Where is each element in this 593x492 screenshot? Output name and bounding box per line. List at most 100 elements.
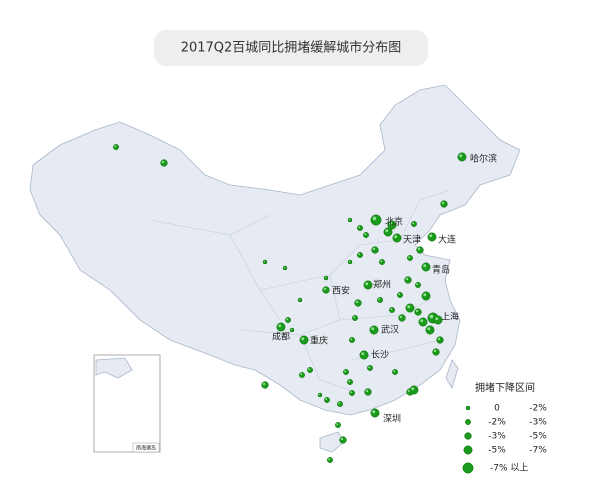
city-dot <box>324 397 330 403</box>
dot-highlight <box>325 398 328 401</box>
hainan <box>319 431 345 453</box>
city-label: 郑州 <box>373 279 391 291</box>
dot-highlight <box>420 319 424 323</box>
dot-highlight <box>427 327 431 331</box>
city-dot <box>297 297 303 303</box>
legend-from: -5% <box>488 446 506 456</box>
city-label: 西安 <box>332 285 350 297</box>
city-dot <box>364 388 372 396</box>
legend-from: -3% <box>488 432 506 442</box>
inset-label-box <box>132 442 160 453</box>
city-dot <box>370 408 380 418</box>
dot-highlight <box>161 160 165 164</box>
dot-highlight <box>459 154 463 158</box>
dot-highlight <box>412 222 415 225</box>
dot-highlight <box>336 423 339 426</box>
city-dot <box>261 381 269 389</box>
taiwan <box>445 359 459 389</box>
legend-from: -2% <box>488 418 506 428</box>
dot-highlight <box>350 338 353 341</box>
city-dot <box>416 246 424 254</box>
dot-highlight <box>407 305 411 309</box>
dot-highlight <box>338 402 341 405</box>
legend-dot <box>463 445 473 455</box>
city-dot <box>415 282 421 288</box>
dot-highlight <box>278 324 282 328</box>
city-dot <box>285 317 291 323</box>
dot-highlight <box>423 293 427 297</box>
city-dot <box>421 262 431 272</box>
dot-highlight <box>441 201 445 205</box>
city-label: 武汉 <box>381 324 399 336</box>
city-dot <box>407 255 413 261</box>
dot-highlight <box>435 317 439 321</box>
dot-highlight <box>390 308 393 311</box>
city-dot <box>425 325 435 335</box>
city-label: 天津 <box>403 235 421 246</box>
dot-highlight <box>398 293 401 296</box>
dot-highlight <box>399 315 403 319</box>
inset-box <box>93 354 161 453</box>
city-dot <box>323 275 329 281</box>
city-label: 成都 <box>272 331 290 343</box>
dot-highlight <box>416 283 419 286</box>
china-outline <box>29 84 521 416</box>
dot-highlight <box>429 314 434 319</box>
city-dot <box>299 335 309 345</box>
city-dot <box>335 422 341 428</box>
dot-highlight <box>353 316 356 319</box>
dot-highlight <box>429 234 433 238</box>
dot-highlight <box>408 256 411 259</box>
legend-dot <box>464 432 472 440</box>
legend-dot <box>465 405 471 411</box>
city-dot <box>262 259 268 265</box>
city-dot <box>369 325 379 335</box>
dot-highlight <box>263 260 266 263</box>
city-dot <box>299 372 305 378</box>
dot-highlight <box>298 298 301 301</box>
legend: 0 -2% -2% -3% -3% -5% -5% -7%-7% 以上 <box>462 404 547 474</box>
city-dot <box>347 259 353 265</box>
dot-highlight <box>283 266 286 269</box>
city-label: 深圳 <box>383 414 401 425</box>
city-dot <box>377 297 383 303</box>
city-label: 上海 <box>441 311 459 323</box>
dot-highlight <box>417 247 421 251</box>
legend-from: -7% 以上 <box>490 463 528 474</box>
dot-highlight <box>372 216 377 221</box>
city-dot <box>389 307 395 313</box>
inset-coast <box>95 357 133 379</box>
dot-highlight <box>394 235 398 239</box>
dot-highlight <box>372 247 376 251</box>
city-dot <box>436 336 444 344</box>
dot-highlight <box>355 300 359 304</box>
city-dot <box>354 299 362 307</box>
city-dot <box>414 308 422 316</box>
dot-highlight <box>380 260 383 263</box>
city-dot <box>404 276 412 284</box>
dot-highlight <box>114 145 117 148</box>
city-dot <box>160 159 168 167</box>
inset-label: 南海诸岛 <box>136 445 156 452</box>
dot-highlight <box>437 337 441 341</box>
dot-highlight <box>358 226 361 229</box>
city-dot <box>367 365 373 371</box>
dot-highlight <box>385 229 389 233</box>
dot-highlight <box>365 282 369 286</box>
dot-highlight <box>318 393 321 396</box>
city-dot <box>327 457 333 463</box>
city-dot <box>427 232 437 242</box>
city-dot <box>421 291 431 301</box>
city-dot <box>337 401 343 407</box>
city-dot <box>113 144 119 150</box>
city-dot <box>398 314 406 322</box>
city-dot <box>392 233 402 243</box>
city-dot <box>379 259 385 265</box>
dot-highlight <box>290 328 293 331</box>
city-dot <box>357 252 363 258</box>
legend-to: -2% <box>529 404 547 414</box>
city-dot <box>397 292 403 298</box>
city-dot <box>359 350 369 360</box>
